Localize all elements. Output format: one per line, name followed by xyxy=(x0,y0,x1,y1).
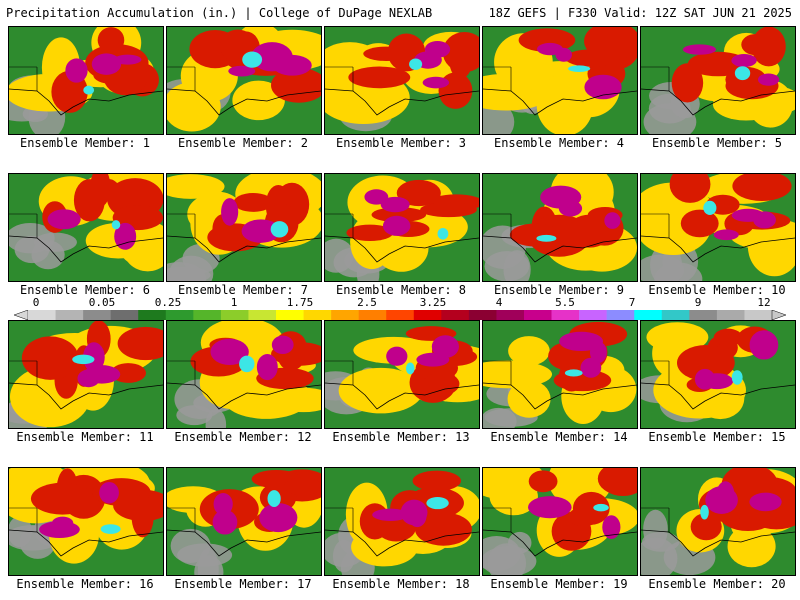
ensemble-member-label: Ensemble Member: 14 xyxy=(490,430,628,444)
colorbar-swatch xyxy=(579,310,607,320)
ensemble-member-map xyxy=(640,26,796,135)
ensemble-member-map xyxy=(482,26,638,135)
ensemble-member-map xyxy=(8,26,164,135)
colorbar-tick-label: 0.05 xyxy=(88,296,116,309)
ensemble-member-label: Ensemble Member: 4 xyxy=(493,136,625,150)
ensemble-member-label: Ensemble Member: 2 xyxy=(177,136,309,150)
ensemble-member-label: Ensemble Member: 6 xyxy=(19,283,151,297)
ensemble-member-map xyxy=(166,320,322,429)
colorbar-swatch xyxy=(606,310,635,320)
ensemble-member-label: Ensemble Member: 8 xyxy=(335,283,467,297)
colorbar-swatch xyxy=(413,310,442,320)
colorbar-swatch xyxy=(331,310,359,320)
ensemble-member-map xyxy=(166,467,322,576)
colorbar-swatch xyxy=(193,310,222,320)
colorbar-swatch xyxy=(138,310,167,320)
ensemble-member-label: Ensemble Member: 15 xyxy=(648,430,786,444)
colorbar-tick-label: 1.75 xyxy=(286,296,314,309)
ensemble-member-map xyxy=(324,173,480,282)
ensemble-member-map xyxy=(324,26,480,135)
colorbar-high-arrow xyxy=(771,310,786,320)
ensemble-member-label: Ensemble Member: 19 xyxy=(490,577,628,591)
colorbar-swatch xyxy=(358,310,387,320)
colorbar-swatch xyxy=(716,310,745,320)
colorbar-swatch xyxy=(28,310,56,320)
ensemble-member-label: Ensemble Member: 10 xyxy=(648,283,786,297)
colorbar-swatch xyxy=(110,310,139,320)
ensemble-member-label: Ensemble Member: 16 xyxy=(16,577,154,591)
colorbar-tick-label: 1 xyxy=(230,296,238,309)
colorbar-swatch xyxy=(496,310,525,320)
colorbar-tick-label: 2.5 xyxy=(357,296,377,309)
ensemble-member-label: Ensemble Member: 18 xyxy=(332,577,470,591)
colorbar-swatch xyxy=(83,310,111,320)
ensemble-member-label: Ensemble Member: 7 xyxy=(177,283,309,297)
ensemble-member-label: Ensemble Member: 13 xyxy=(332,430,470,444)
colorbar-swatch xyxy=(220,310,249,320)
colorbar-swatch xyxy=(524,310,552,320)
map-title: Precipitation Accumulation (in.) | Colle… xyxy=(6,6,433,20)
colorbar-swatch xyxy=(468,310,497,320)
ensemble-member-map xyxy=(166,26,322,135)
ensemble-member-map xyxy=(166,173,322,282)
colorbar-tick-label: 4 xyxy=(495,296,503,309)
ensemble-member-map xyxy=(324,320,480,429)
ensemble-member-label: Ensemble Member: 3 xyxy=(335,136,467,150)
colorbar-swatch xyxy=(441,310,470,320)
colorbar-tick-label: 0 xyxy=(32,296,40,309)
ensemble-member-label: Ensemble Member: 1 xyxy=(19,136,151,150)
colorbar-swatch xyxy=(386,310,415,320)
colorbar-swatch xyxy=(165,310,194,320)
colorbar-swatch xyxy=(248,310,277,320)
colorbar-tick-label: 7 xyxy=(628,296,636,309)
colorbar-tick-label: 5.5 xyxy=(555,296,575,309)
ensemble-member-map xyxy=(640,320,796,429)
ensemble-member-map xyxy=(482,467,638,576)
colorbar-swatch xyxy=(744,310,773,320)
ensemble-member-label: Ensemble Member: 20 xyxy=(648,577,786,591)
ensemble-member-map xyxy=(640,467,796,576)
ensemble-member-label: Ensemble Member: 9 xyxy=(493,283,625,297)
colorbar-tick-label: 0.25 xyxy=(154,296,182,309)
ensemble-member-label: Ensemble Member: 5 xyxy=(651,136,783,150)
colorbar-swatch xyxy=(634,310,663,320)
colorbar-swatch xyxy=(689,310,718,320)
ensemble-member-label: Ensemble Member: 17 xyxy=(174,577,312,591)
ensemble-member-label: Ensemble Member: 11 xyxy=(16,430,154,444)
colorbar-tick-label: 9 xyxy=(694,296,702,309)
ensemble-member-map xyxy=(482,173,638,282)
colorbar-swatch xyxy=(661,310,690,320)
model-valid-time: 18Z GEFS | F330 Valid: 12Z SAT JUN 21 20… xyxy=(488,6,792,20)
ensemble-member-map xyxy=(8,173,164,282)
colorbar-swatch xyxy=(303,310,332,320)
ensemble-member-map xyxy=(640,173,796,282)
colorbar-tick-label: 12 xyxy=(757,296,771,309)
colorbar-swatch xyxy=(55,310,84,320)
colorbar-tick-label: 3.25 xyxy=(419,296,447,309)
colorbar-swatch xyxy=(551,310,580,320)
colorbar-swatch xyxy=(276,310,304,320)
ensemble-member-map xyxy=(8,467,164,576)
ensemble-member-map xyxy=(482,320,638,429)
ensemble-member-map xyxy=(324,467,480,576)
precipitation-colorbar xyxy=(14,310,786,320)
ensemble-member-map xyxy=(8,320,164,429)
colorbar-low-arrow xyxy=(14,310,29,320)
ensemble-member-label: Ensemble Member: 12 xyxy=(174,430,312,444)
